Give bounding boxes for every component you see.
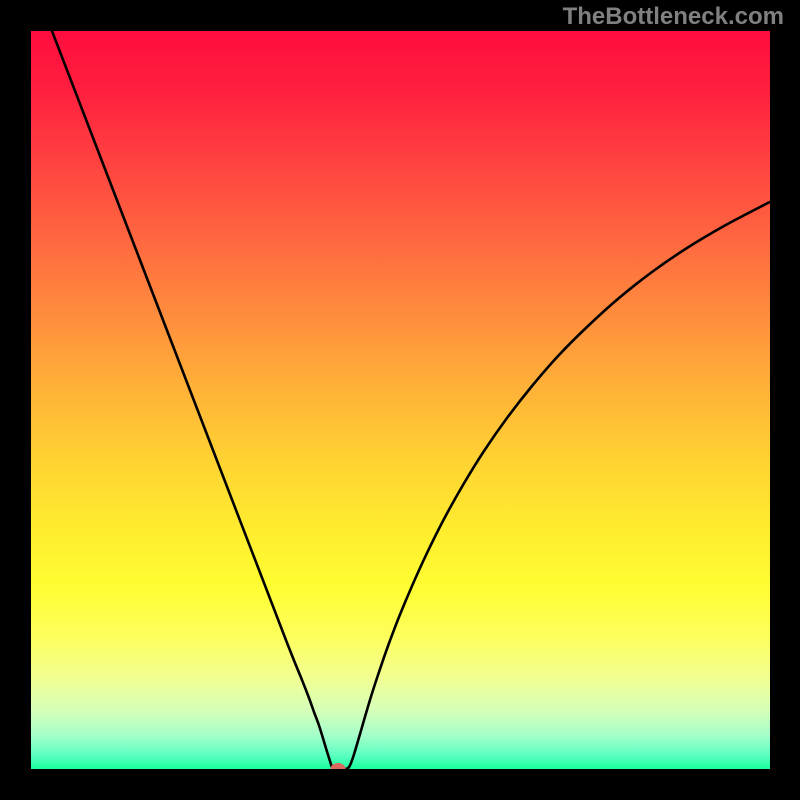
gradient-background <box>31 31 770 769</box>
frame-right <box>770 0 800 800</box>
chart-container: TheBottleneck.com <box>0 0 800 800</box>
watermark-text: TheBottleneck.com <box>563 3 784 31</box>
frame-left <box>0 0 31 800</box>
frame-bottom <box>0 769 800 800</box>
